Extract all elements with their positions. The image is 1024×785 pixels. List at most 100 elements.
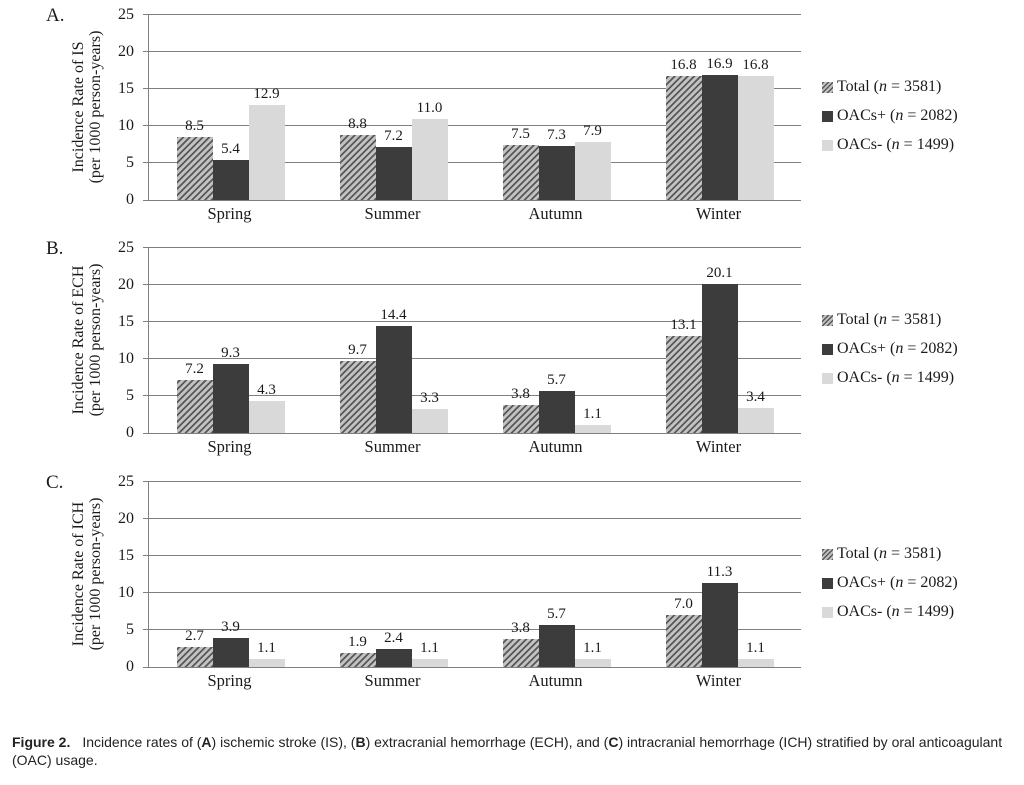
chart-panel-c: C. Incidence Rate of ICH (per 1000 perso…: [0, 467, 1024, 700]
y-axis-ticks: 0 5 10 15 20 25: [90, 239, 142, 441]
y-tick-label-5: 5: [126, 154, 134, 171]
barwrap-hatched-autumn: 3.8: [502, 620, 539, 667]
bar-value-label: 1.1: [257, 639, 276, 656]
barwrap-light-autumn: 1.1: [574, 406, 611, 433]
legend-item-light: OACs- (n = 1499): [822, 603, 958, 621]
bar-value-label: 3.8: [511, 619, 530, 636]
x-axis-labels: Spring Summer Autumn Winter: [148, 671, 800, 691]
y-tick-label-10: 10: [118, 350, 134, 367]
bar-group-summer: 9.7 14.4 3.3: [312, 248, 475, 433]
bar-hatched-spring: [176, 647, 213, 667]
bar-value-label: 14.4: [380, 307, 407, 324]
y-tick-mark-20: [143, 518, 149, 519]
legend-swatch-dark: [822, 110, 833, 122]
legend-label: OACs- (n = 1499): [837, 136, 955, 153]
barwrap-dark-spring: 5.4: [212, 141, 249, 200]
bar-hatched-spring: [176, 379, 213, 433]
barwrap-light-spring: 12.9: [248, 86, 285, 200]
legend-label: OACs+ (n = 2082): [837, 574, 958, 591]
bar-group-autumn: 7.5 7.3 7.9: [475, 15, 638, 200]
legend-swatch-hatched: [822, 81, 833, 93]
bar-hatched-summer: [339, 361, 376, 433]
bar-light-autumn: [574, 424, 611, 433]
y-tick-label-15: 15: [118, 80, 134, 97]
y-axis-ticks: 0 5 10 15 20 25: [90, 473, 142, 675]
y-tick-mark-25: [143, 14, 149, 15]
y-tick-label-20: 20: [118, 43, 134, 60]
x-axis-label-summer: Summer: [364, 437, 421, 456]
chart-panel-b: B. Incidence Rate of ECH (per 1000 perso…: [0, 233, 1024, 466]
legend-swatch-light: [822, 139, 833, 151]
bar-hatched-autumn: [502, 144, 539, 200]
barwrap-hatched-winter: 16.8: [665, 57, 702, 200]
barwrap-light-winter: 16.8: [737, 57, 774, 200]
bar-value-label: 20.1: [706, 265, 733, 282]
bar-light-summer: [411, 658, 448, 667]
legend-swatch-light: [822, 606, 833, 618]
bar-value-label: 12.9: [253, 85, 280, 102]
bar-hatched-autumn: [502, 638, 539, 667]
bar-hatched-autumn: [502, 404, 539, 433]
y-tick-label-0: 0: [126, 191, 134, 208]
legend-swatch-hatched: [822, 548, 833, 560]
y-axis-ticks: 0 5 10 15 20 25: [90, 6, 142, 208]
barwrap-light-spring: 1.1: [248, 640, 285, 667]
legend-item-dark: OACs+ (n = 2082): [822, 340, 958, 358]
gridline-y-20: [149, 51, 801, 52]
bar-hatched-summer: [339, 134, 376, 200]
y-axis-title-line1: Incidence Rate of IS: [70, 41, 88, 173]
barwrap-dark-spring: 3.9: [212, 619, 249, 667]
y-tick-label-5: 5: [126, 621, 134, 638]
y-tick-label-15: 15: [118, 547, 134, 564]
legend-item-dark: OACs+ (n = 2082): [822, 107, 958, 125]
bar-value-label: 4.3: [257, 382, 276, 399]
bar-hatched-winter: [665, 336, 702, 433]
chart-panel-a: A. Incidence Rate of IS (per 1000 person…: [0, 0, 1024, 233]
bar-group-spring: 7.2 9.3 4.3: [149, 248, 312, 433]
figure-caption-text: Incidence rates of (A) ischemic stroke (…: [12, 734, 1003, 768]
bar-dark-summer: [375, 326, 412, 433]
barwrap-light-summer: 3.3: [411, 390, 448, 433]
gridline-y-25: [149, 481, 801, 482]
legend-item-dark: OACs+ (n = 2082): [822, 574, 958, 592]
legend-item-light: OACs- (n = 1499): [822, 369, 958, 387]
gridline-y-20: [149, 518, 801, 519]
legend: Total (n = 3581) OACs+ (n = 2082) OACs- (n…: [822, 311, 958, 387]
bar-value-label: 5.7: [547, 605, 566, 622]
x-axis-label-spring: Spring: [207, 437, 252, 456]
y-tick-mark-15: [143, 555, 149, 556]
y-tick-mark-10: [143, 358, 149, 359]
bar-value-label: 5.4: [221, 141, 240, 157]
y-tick-mark-10: [143, 125, 149, 126]
y-tick-mark-5: [143, 395, 149, 396]
y-tick-mark-15: [143, 321, 149, 322]
bar-hatched-winter: [665, 615, 702, 667]
bar-hatched-spring: [176, 137, 213, 200]
legend-label: OACs- (n = 1499): [837, 369, 955, 386]
bar-dark-spring: [212, 160, 249, 200]
barwrap-hatched-spring: 7.2: [176, 361, 213, 433]
bar-light-summer: [411, 408, 448, 433]
barwrap-dark-winter: 20.1: [701, 265, 738, 433]
bar-value-label: 8.8: [348, 115, 367, 132]
x-axis-label-autumn: Autumn: [528, 437, 583, 456]
x-axis-label-summer: Summer: [364, 204, 421, 223]
y-tick-mark-20: [143, 284, 149, 285]
y-tick-label-25: 25: [118, 239, 134, 256]
bar-value-label: 7.2: [185, 360, 204, 377]
bar-value-label: 3.9: [221, 619, 240, 636]
bar-group-spring: 2.7 3.9 1.1: [149, 482, 312, 667]
legend-label: Total (n = 3581): [837, 545, 942, 562]
bar-value-label: 7.9: [583, 122, 602, 139]
barwrap-hatched-summer: 9.7: [339, 342, 376, 433]
y-tick-label-10: 10: [118, 584, 134, 601]
legend-item-hatched: Total (n = 3581): [822, 78, 958, 96]
y-tick-label-0: 0: [126, 658, 134, 675]
bar-value-label: 1.1: [746, 639, 765, 656]
bar-group-winter: 16.8 16.9 16.8: [638, 15, 801, 200]
panel-label-c: C.: [46, 472, 64, 493]
panel-label-a: A.: [46, 5, 65, 26]
bar-dark-autumn: [538, 390, 575, 433]
x-axis-label-autumn: Autumn: [528, 204, 583, 223]
